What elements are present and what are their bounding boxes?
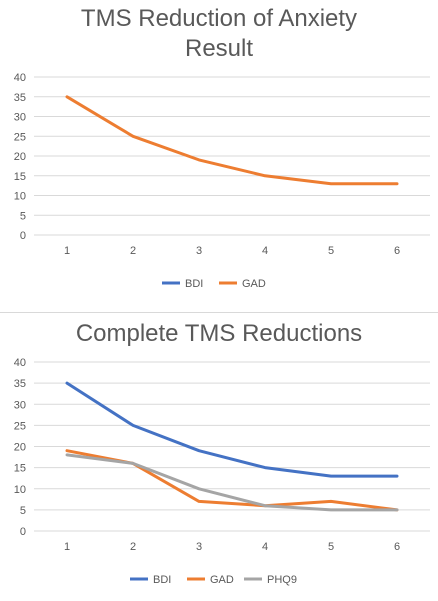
- chart2-x-tick-label: 1: [64, 541, 70, 553]
- chart2-y-tick-label: 25: [14, 420, 26, 432]
- chart1-y-tick-label: 10: [14, 191, 26, 203]
- chart1-series-gad-line: [65, 95, 399, 186]
- chart2-legend-label-gad: GAD: [210, 574, 234, 586]
- chart1-y-tick-label: 20: [14, 151, 26, 163]
- chart1-title-line-1: TMS Reduction of Anxiety: [81, 5, 357, 32]
- chart1-title-line-2: Result: [185, 35, 253, 62]
- chart1-y-tick-label: 0: [20, 230, 26, 242]
- chart2-y-tick-label: 30: [14, 399, 26, 411]
- chart1-y-tick-label: 15: [14, 171, 26, 183]
- chart1-y-tick-label: 30: [14, 112, 26, 124]
- chart1-x-tick-label: 5: [328, 245, 334, 257]
- chart1-y-tick-label: 5: [20, 210, 26, 222]
- chart2-y-tick-label: 20: [14, 442, 26, 454]
- chart-anxiety: TMS Reduction of Anxiety Result 0 5 10 15 20 25…: [13, 5, 430, 290]
- chart1-y-tick-label: 40: [14, 72, 26, 84]
- chart1-legend-label-gad: GAD: [242, 278, 266, 290]
- chart2-y-tick-label: 35: [14, 378, 26, 390]
- chart2-y-tick-label: 5: [20, 505, 26, 517]
- chart-complete-svg: Complete TMS Reductions05101520253035401…: [14, 320, 430, 586]
- chart2-title-line-1: Complete TMS Reductions: [76, 320, 362, 347]
- chart2-x-tick-label: 4: [262, 541, 268, 553]
- chart1-x-tick-label: 1: [64, 245, 70, 257]
- chart1-y-tick-label: 35: [14, 92, 26, 104]
- chart2-x-tick-label: 6: [394, 541, 400, 553]
- chart2-x-tick-label: 3: [196, 541, 202, 553]
- chart2-y-tick-label: 0: [20, 526, 26, 538]
- chart2-series-bdi-line: [65, 381, 399, 478]
- chart1-x-tick-label: 3: [196, 245, 202, 257]
- chart2-legend-label-bdi: BDI: [153, 574, 171, 586]
- chart2-y-tick-label: 10: [14, 484, 26, 496]
- chart2-y-tick-label: 40: [14, 357, 26, 369]
- chart1-x-tick-label: 4: [262, 245, 268, 257]
- chart2-series-phq9-line: [65, 453, 399, 512]
- chart2-y-tick-label: 15: [14, 463, 26, 475]
- chart1-x-tick-label: 2: [130, 245, 136, 257]
- chart2-x-tick-label: 2: [130, 541, 136, 553]
- chart2-legend-label-phq9: PHQ9: [267, 574, 297, 586]
- chart1-legend-label-bdi: BDI: [185, 278, 203, 290]
- chart-complete: Complete TMS Reductions 0 5 10 15 20 25 30 35 40 1…: [0, 312, 438, 601]
- chart1-y-tick-label: 25: [14, 131, 26, 143]
- chart-anxiety-svg: TMS Reduction of AnxietyResult0510152025…: [14, 5, 430, 290]
- chart1-x-tick-label: 6: [394, 245, 400, 257]
- chart2-x-tick-label: 5: [328, 541, 334, 553]
